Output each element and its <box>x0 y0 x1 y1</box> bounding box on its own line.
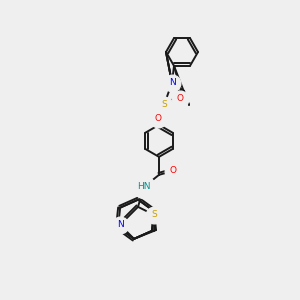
Text: HN: HN <box>137 182 151 191</box>
Text: S: S <box>161 100 167 109</box>
Text: O: O <box>169 167 176 176</box>
Text: N: N <box>169 78 176 87</box>
Text: N: N <box>117 220 123 230</box>
Text: S: S <box>151 210 157 219</box>
Text: O: O <box>176 94 184 103</box>
Text: O: O <box>154 114 161 123</box>
